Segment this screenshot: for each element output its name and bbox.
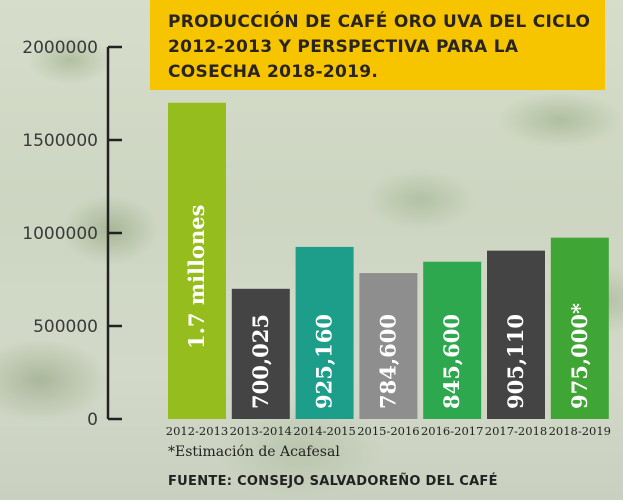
- y-tick-label: 1500000: [22, 131, 98, 151]
- y-tick-label: 0: [87, 410, 98, 430]
- bar: [487, 250, 545, 419]
- bar: [168, 102, 226, 420]
- bar-value-label: 925,160: [312, 314, 337, 409]
- bar: [359, 273, 418, 419]
- data-labels: 1.7 millones 700,025 925,160 784,600 845,600…: [184, 205, 592, 409]
- estimate-note: *Estimación de Acafesal: [168, 444, 340, 460]
- x-tick-label: 2014-2015: [293, 424, 355, 438]
- y-tick-label: 1000000: [22, 224, 98, 244]
- title-banner: [150, 0, 605, 90]
- bar: [231, 288, 290, 419]
- x-tick-label: 2013-2014: [230, 424, 292, 438]
- bar-value-label: 700,025: [248, 314, 273, 409]
- axes: 0 500000 1000000 1500000 2000000: [22, 38, 122, 430]
- bar: [295, 246, 354, 419]
- bar-value-label: 845,600: [439, 314, 464, 409]
- bar-value-label: 784,600: [375, 314, 400, 409]
- x-tick-label: 2016-2017: [421, 424, 483, 438]
- bar: [550, 237, 609, 419]
- chart-title: PRODUCCIÓN DE CAFÉ ORO UVA DEL CICLO 201…: [168, 12, 591, 82]
- x-tick-labels: 2012-2013 2013-2014 2014-2015 2015-2016 2016…: [166, 424, 611, 438]
- bar: [423, 261, 482, 419]
- x-tick-label: 2017-2018: [485, 424, 547, 438]
- bar-value-label: 905,110: [503, 314, 528, 409]
- x-tick-label: 2018-2019: [549, 424, 611, 438]
- bars: [168, 102, 609, 420]
- y-tick-label: 500000: [33, 317, 98, 337]
- source-note: FUENTE: CONSEJO SALVADOREÑO DEL CAFÉ: [168, 474, 498, 489]
- bar-value-label: 1.7 millones: [184, 205, 209, 349]
- y-tick-label: 2000000: [22, 38, 98, 58]
- bar-value-label: 975,000*: [567, 303, 592, 409]
- x-tick-label: 2015-2016: [357, 424, 419, 438]
- x-tick-label: 2012-2013: [166, 424, 228, 438]
